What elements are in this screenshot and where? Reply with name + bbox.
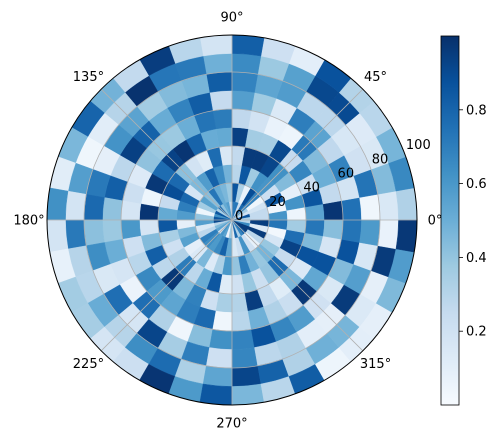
heatmap-cell <box>120 200 142 221</box>
colorbar-gradient <box>440 35 460 406</box>
heatmap-cell <box>395 219 418 253</box>
angular-gridline <box>100 88 233 221</box>
polar-outline <box>46 34 418 406</box>
heatmap-cell <box>65 190 87 221</box>
heatmap-cell <box>231 108 252 130</box>
heatmap-cell <box>65 219 87 250</box>
radial-tick-label: 80 <box>372 152 389 167</box>
angular-gridline <box>100 219 233 352</box>
heatmap-cell <box>120 219 142 240</box>
heatmap-cell <box>231 71 258 93</box>
heatmap-cell <box>83 219 105 246</box>
heatmap-cell <box>359 194 381 221</box>
heatmap-cell <box>231 329 255 350</box>
heatmap-cell <box>206 347 233 369</box>
angular-gridline <box>231 219 364 352</box>
heatmap-cell <box>322 200 344 221</box>
heatmap-cell <box>199 34 233 57</box>
heatmap-cell <box>231 347 258 369</box>
colorbar-ticks: 0.2 0.4 0.6 0.8 <box>459 103 487 340</box>
heatmap-cell <box>206 71 233 93</box>
heatmap-cell <box>231 310 252 332</box>
heatmap-cell <box>359 219 381 246</box>
heatmap-cell <box>341 219 362 243</box>
radial-tick-label: 0 <box>235 209 243 224</box>
heatmap-cell <box>199 383 233 406</box>
heatmap-cell <box>395 187 418 221</box>
theta-tick-label: 45° <box>364 70 387 85</box>
heatmap-cell <box>212 310 233 332</box>
heatmap-cell <box>83 194 105 221</box>
heatmap-cell <box>231 383 265 406</box>
heatmap-cell <box>202 53 233 75</box>
radial-tick-label: 40 <box>303 181 320 196</box>
radial-tick-label: 100 <box>406 138 431 153</box>
heatmap-cell <box>102 197 123 221</box>
heatmap-cell <box>102 219 123 243</box>
colorbar-tick-label: 0.8 <box>466 103 487 118</box>
heatmap-cell <box>231 53 262 75</box>
theta-tick-label: 270° <box>216 417 247 432</box>
heatmap-cell <box>209 329 233 350</box>
theta-tick-label: 90° <box>220 11 243 26</box>
radial-tick-label: 60 <box>338 167 355 182</box>
polar-grid <box>47 35 417 405</box>
heatmap-cell <box>322 219 344 240</box>
radial-tick-labels: 0 20 40 60 80 100 <box>235 138 431 224</box>
heatmap-cell <box>46 219 69 253</box>
theta-tick-label: 0° <box>428 214 443 229</box>
colorbar: 0.2 0.4 0.6 0.8 <box>440 35 487 406</box>
heatmap-cell <box>341 197 362 221</box>
heatmap-cell <box>202 365 233 387</box>
theta-tick-label: 225° <box>73 357 104 372</box>
heatmap-cell <box>231 90 255 111</box>
theta-tick-label: 180° <box>13 214 44 229</box>
heatmap-cell <box>377 190 399 221</box>
theta-tick-label: 135° <box>73 70 104 85</box>
colorbar-tick-label: 0.2 <box>466 325 487 340</box>
angular-gridline <box>231 88 364 221</box>
theta-tick-labels: 0° 45° 90° 135° 180° 225° 270° 315° <box>13 11 442 432</box>
heatmap-cell <box>209 90 233 111</box>
heatmap-cell <box>231 365 262 387</box>
heatmap-cell <box>231 34 265 57</box>
colorbar-tick-label: 0.4 <box>466 251 487 266</box>
heatmap-cell <box>212 108 233 130</box>
radial-tick-label: 20 <box>269 195 286 210</box>
theta-tick-label: 315° <box>360 357 391 372</box>
colorbar-tick-label: 0.6 <box>466 177 487 192</box>
heatmap-cell <box>377 219 399 250</box>
heatmap-cell <box>46 187 69 221</box>
